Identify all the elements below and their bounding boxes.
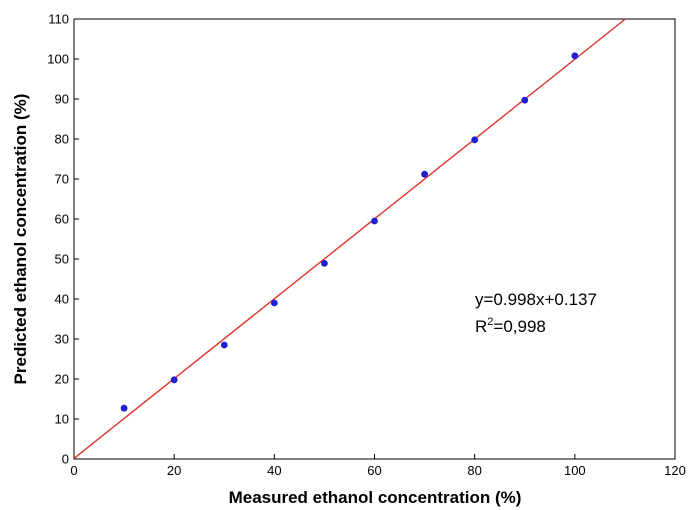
plot-area-frame [73,18,676,460]
x-tick-label: 120 [664,463,686,478]
x-tick-label: 60 [367,463,381,478]
r-squared-superscript: 2 [487,316,493,328]
x-axis-ticks: 0 20 40 60 80 100 120 [70,454,686,478]
y-tick-label: 0 [62,452,69,467]
regression-line [73,18,626,459]
y-tick-label: 70 [55,172,69,187]
y-tick-label: 30 [55,332,69,347]
data-point [270,299,278,307]
y-tick-label: 50 [55,252,69,267]
x-axis-title: Measured ethanol concentration (%) [229,488,522,507]
data-point [521,96,529,104]
data-point [321,260,328,267]
data-point [220,341,228,349]
y-tick-label: 40 [55,292,69,307]
y-tick-label: 60 [55,212,69,227]
x-tick-label: 80 [467,463,481,478]
data-point [471,136,479,144]
regression-equation: y=0.998x+0.137 [475,290,597,309]
x-tick-label: 100 [564,463,586,478]
data-point [421,170,428,178]
r-squared-symbol: R [475,317,487,336]
y-axis-ticks: 0 10 20 30 40 50 60 70 80 90 100 110 [47,12,79,467]
y-tick-label: 80 [55,132,69,147]
r-squared-label: R2=0,998 [475,316,546,336]
data-points-layer [120,52,579,412]
y-tick-label: 20 [55,372,69,387]
fit-line-layer [73,18,626,459]
y-tick-label: 100 [47,52,69,67]
y-tick-label: 90 [55,92,69,107]
x-tick-label: 20 [167,463,181,478]
y-axis-title: Predicted ethanol concentration (%) [11,94,30,385]
x-tick-label: 0 [70,463,77,478]
data-point [170,376,178,384]
data-point [120,404,128,412]
y-tick-label: 10 [55,412,69,427]
data-point [371,217,378,225]
y-tick-label: 110 [48,12,69,27]
x-tick-label: 40 [267,463,281,478]
data-point [571,52,579,60]
r-squared-value: =0,998 [493,317,545,336]
